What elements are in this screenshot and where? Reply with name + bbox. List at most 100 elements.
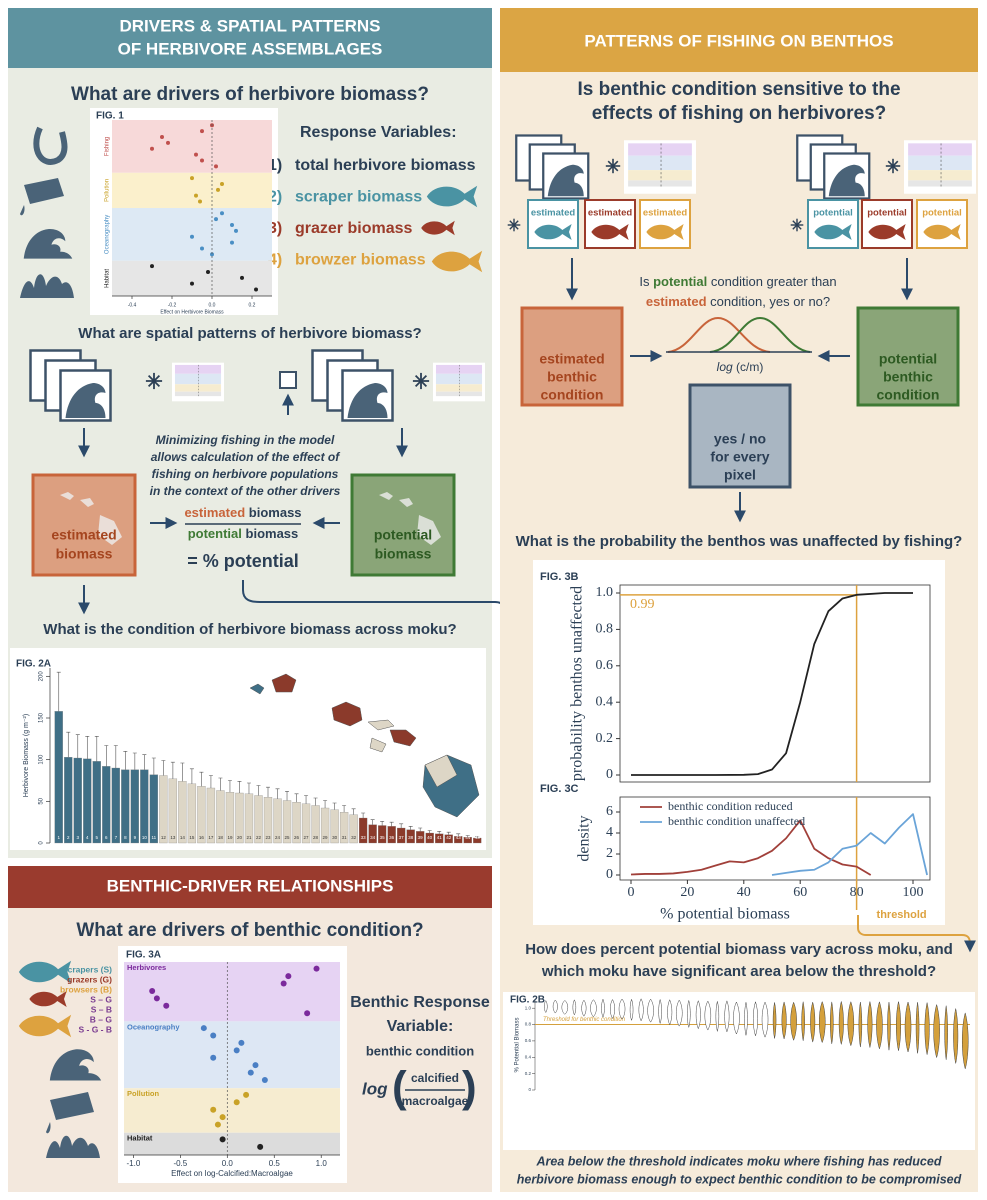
error-bar — [275, 788, 280, 799]
x-tick-label: 29 — [323, 835, 329, 840]
panel-header — [8, 866, 492, 908]
point — [198, 199, 202, 204]
point — [214, 164, 218, 169]
violin — [610, 999, 615, 1019]
group-band — [124, 962, 340, 1022]
x-tick-label: 34 — [370, 835, 376, 840]
violin — [552, 999, 558, 1014]
x-tick-label: 17 — [208, 835, 214, 840]
tag-label: estimated — [588, 208, 633, 219]
group-band — [112, 120, 272, 173]
error-bar — [151, 757, 156, 775]
x-tick-label: 7 — [115, 835, 118, 840]
violin — [961, 1011, 969, 1070]
violin — [801, 1001, 805, 1041]
paren: ( — [392, 1063, 407, 1112]
point — [220, 181, 224, 186]
bar — [187, 783, 197, 844]
box-label: for every — [710, 449, 769, 465]
point — [150, 264, 154, 269]
point — [214, 1121, 221, 1128]
violin — [704, 1000, 712, 1031]
caption: Area below the threshold indicates moku … — [536, 1154, 942, 1168]
box-label: pixel — [724, 467, 756, 483]
question: What is the condition of herbivore bioma… — [43, 621, 456, 638]
plot-frame — [619, 796, 931, 881]
tag-label: estimated — [531, 208, 576, 219]
group-label: Pollution — [127, 1089, 159, 1098]
y-tick-label: 0.6 — [596, 658, 614, 673]
legend-entry: scrapers (S) — [63, 964, 112, 974]
point — [200, 129, 204, 134]
header-title: PATTERNS OF FISHING ON BENTHOS — [584, 31, 893, 50]
point — [304, 1010, 311, 1017]
x-axis-label: Effect on Herbivore Biomass — [160, 309, 224, 315]
group-band — [112, 260, 272, 296]
axis-label: log (c/m) — [717, 360, 764, 374]
x-tick-label: 40 — [427, 835, 433, 840]
bar — [140, 769, 149, 844]
error-bar — [189, 768, 194, 784]
y-tick-label: 0.4 — [525, 1054, 532, 1059]
equals: = % potential — [187, 551, 299, 571]
x-tick-label: 35 — [380, 835, 386, 840]
point — [210, 1106, 217, 1113]
bar — [64, 757, 73, 844]
violin — [590, 999, 597, 1018]
y-tick-label: 0.2 — [525, 1071, 532, 1076]
error-bar — [446, 831, 451, 835]
question: What are drivers of herbivore biomass? — [71, 84, 429, 105]
paren: ) — [462, 1063, 477, 1112]
response-text: scraper biomass — [295, 189, 422, 206]
point — [210, 1032, 217, 1039]
box-label: potential — [374, 527, 432, 543]
error-bar — [170, 761, 175, 779]
tag-label: potential — [813, 208, 853, 219]
point — [194, 152, 198, 157]
violin — [933, 1003, 940, 1059]
y-tick-label: 0 — [606, 767, 613, 782]
y-axis-label: % Potential Biomass — [515, 1017, 521, 1072]
y-tick-label: 150 — [39, 712, 45, 723]
bar — [149, 774, 159, 844]
violin — [744, 1002, 748, 1036]
text: biomass — [249, 505, 302, 520]
response-text: grazer biomass — [295, 220, 412, 237]
group-label: Oceanography — [127, 1022, 180, 1031]
y-tick-label: 0.4 — [596, 694, 614, 709]
text: condition greater than — [711, 274, 837, 289]
box-label: estimated — [51, 527, 116, 543]
violin — [761, 1001, 769, 1038]
y-axis-label: density — [576, 815, 593, 861]
panel-header — [500, 8, 978, 72]
point — [200, 158, 204, 163]
question: which moku have significant area below t… — [541, 963, 936, 980]
y-tick-label: 0 — [528, 1087, 531, 1092]
violin — [830, 1001, 834, 1044]
x-tick-label: 100 — [903, 885, 924, 900]
tag-box — [527, 199, 579, 249]
response-text: total herbivore biomass — [295, 157, 476, 174]
error-bar — [370, 819, 375, 825]
violin — [572, 999, 577, 1016]
violin — [695, 1000, 701, 1030]
x-tick-label: 1.0 — [316, 1159, 328, 1168]
violin — [618, 998, 626, 1020]
error-bar — [180, 762, 185, 782]
x-tick-label: 45 — [475, 835, 481, 840]
point — [313, 965, 320, 972]
violin — [904, 1001, 912, 1053]
error-bar — [123, 751, 128, 770]
fraction-denominator: potential biomass — [188, 526, 299, 541]
potential-box — [856, 306, 960, 407]
violin — [647, 998, 654, 1023]
x-tick-label: 8 — [124, 835, 127, 840]
violin — [733, 1001, 740, 1035]
point — [219, 1136, 226, 1143]
x-tick-label: 0.0 — [209, 302, 216, 308]
legend-entry: browsers (B) — [60, 984, 112, 994]
violin — [561, 1000, 569, 1015]
x-tick-label: 20 — [237, 835, 243, 840]
point — [240, 275, 244, 280]
error-bar — [418, 827, 423, 832]
